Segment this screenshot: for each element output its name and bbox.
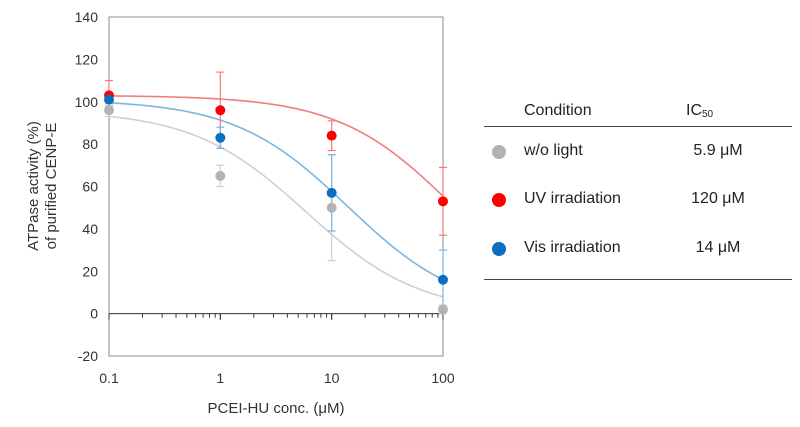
fit-curves — [108, 95, 444, 298]
y-tick-labels: -20 0 20 40 60 80 100 120 140 — [75, 9, 99, 364]
error-bars — [105, 71, 447, 315]
uv-label: UV irradiation — [524, 190, 621, 207]
x-tick-label: 0.1 — [99, 370, 119, 386]
y-axis-title-line1: ATPase activity (%) — [25, 121, 42, 251]
wo-light-ic50: 5.9 μM — [693, 142, 743, 159]
vis-marker — [492, 242, 506, 256]
x-axis-title: PCEI-HU conc. (μM) — [208, 400, 345, 417]
legend-row-wo-light: w/o light 5.9 μM — [484, 138, 792, 168]
wo-light-label: w/o light — [524, 142, 583, 159]
data-point — [104, 94, 114, 105]
table-bottom-rule — [484, 279, 792, 280]
vis-ic50: 14 μM — [695, 239, 741, 256]
data-points — [104, 90, 448, 315]
x-tick-label: 1 — [216, 370, 224, 386]
data-point — [326, 130, 337, 141]
legend-row-vis: Vis irradiation 14 μM — [484, 235, 792, 265]
ic50-header-subscript: 50 — [702, 109, 714, 120]
y-axis-title-line2: of purified CENP-E — [43, 123, 60, 250]
y-tick-label: 20 — [82, 263, 98, 279]
legend-row-uv: UV irradiation 120 μM — [484, 186, 792, 216]
data-point — [438, 304, 448, 315]
y-tick-label: 60 — [82, 179, 98, 195]
data-point — [215, 132, 226, 143]
data-point — [326, 187, 337, 198]
fit-curve — [108, 101, 444, 281]
table-top-rule — [484, 126, 792, 127]
y-tick-label: 140 — [75, 9, 99, 25]
x-minor-ticks — [108, 313, 444, 320]
y-tick-label: 80 — [82, 136, 98, 152]
x-tick-label: 100 — [431, 370, 455, 386]
data-point — [215, 105, 226, 116]
y-tick-label: -20 — [78, 348, 98, 364]
data-point — [438, 196, 448, 207]
x-tick-label: 10 — [324, 370, 340, 386]
fit-curve — [108, 115, 444, 298]
x-tick-labels: 0.1 1 10 100 — [99, 370, 455, 386]
y-tick-label: 100 — [75, 94, 99, 110]
wo-light-marker — [492, 145, 506, 159]
y-tick-label: 120 — [75, 51, 99, 67]
uv-ic50: 120 μM — [691, 190, 745, 207]
ic50-header: IC50 — [686, 102, 713, 120]
ic50-header-text: IC — [686, 102, 702, 119]
dose-response-chart: -20 0 20 40 60 80 100 120 140 0.1 1 10 100 PCEI-HU … — [25, 9, 455, 417]
y-tick-label: 0 — [90, 306, 98, 322]
data-point — [326, 202, 337, 213]
fit-curve — [108, 95, 444, 197]
uv-marker — [492, 193, 506, 207]
data-point — [438, 274, 448, 285]
ic50-legend-table: Condition IC50 w/o light 5.9 μM UV irrad… — [484, 92, 792, 292]
y-tick-label: 40 — [82, 221, 98, 237]
data-point — [215, 170, 226, 181]
vis-label: Vis irradiation — [524, 239, 621, 256]
condition-header: Condition — [524, 102, 592, 119]
data-point — [104, 105, 114, 116]
